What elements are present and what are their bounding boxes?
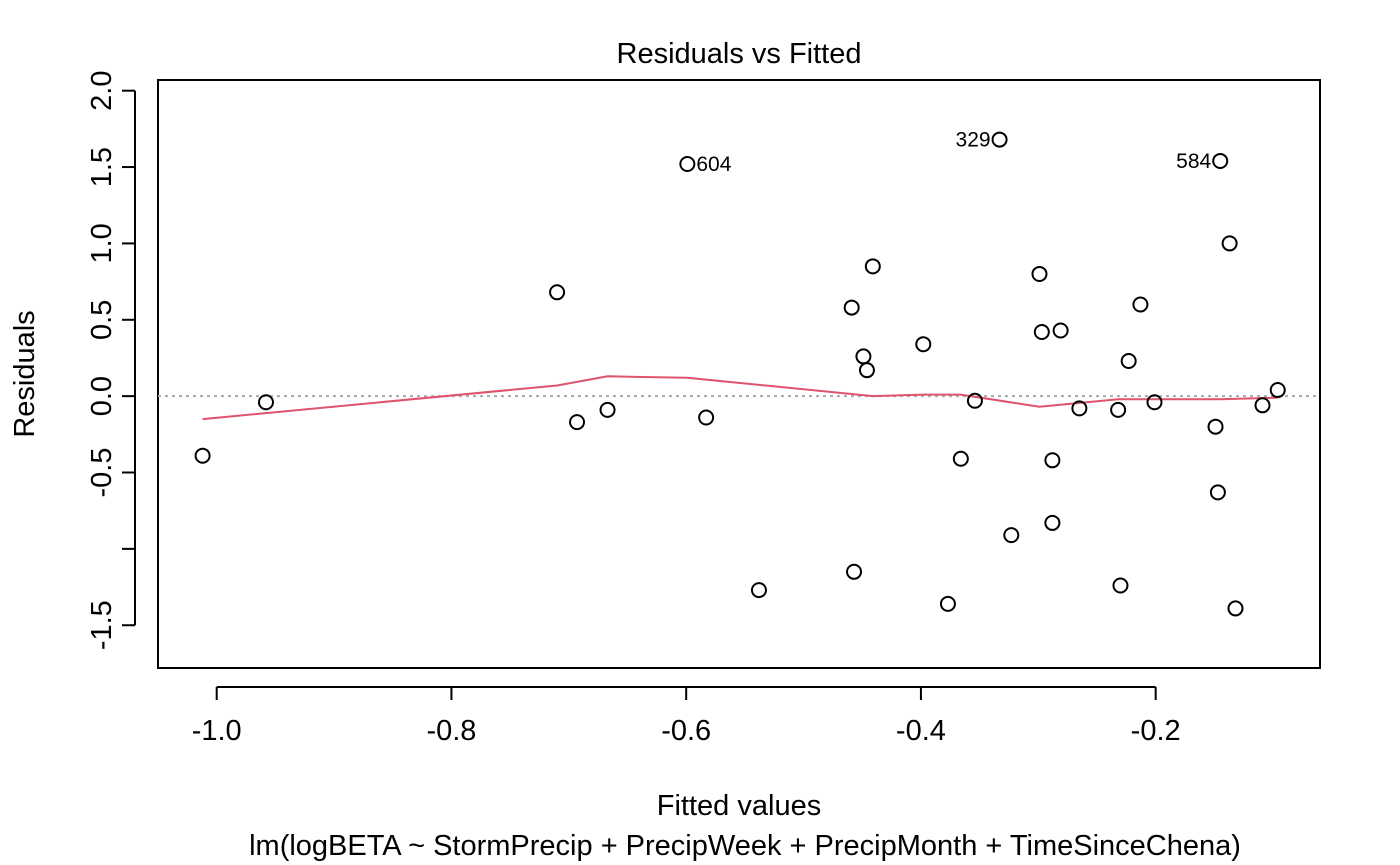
y-tick-label: 1.0 [86,223,118,263]
data-point [1110,401,1127,418]
x-tick-label: -0.4 [896,715,946,747]
data-point [855,348,872,365]
data-point [1269,382,1286,399]
y-tick-label: -1.5 [86,600,118,650]
data-point [1227,600,1244,617]
chart-subtitle: lm(logBETA ~ StormPrecip + PrecipWeek + … [249,830,1241,862]
y-tick-label: 1.5 [86,147,118,187]
data-point [864,258,881,275]
x-tick-label: -0.2 [1131,715,1181,747]
y-tick-label: 0.5 [86,300,118,340]
data-point [257,394,274,411]
data-point [846,563,863,580]
data-point [679,156,696,172]
data-point [194,447,211,464]
data-point [1033,324,1050,340]
data-point [1003,527,1020,544]
data-point [1044,514,1061,531]
data-point [1209,484,1226,501]
y-tick-label: 0.0 [86,376,118,416]
data-point [952,450,969,467]
data-point [991,131,1008,148]
data-point [569,414,586,431]
point-label: 584 [1176,150,1211,173]
x-axis: -1.0 -0.8 -0.6 -0.4 -0.2 [192,686,1181,747]
data-point [599,401,616,418]
data-point [1221,235,1238,252]
data-point [1207,418,1224,435]
data-point [1132,296,1149,313]
data-point [1112,577,1129,594]
point-labels-group: 604 329 584 [696,129,1211,176]
x-tick-label: -0.6 [661,715,711,747]
data-point [1120,353,1137,370]
data-point [966,392,983,409]
y-tick-label: -0.5 [86,448,118,498]
points-group [194,131,1286,617]
data-point [843,299,860,316]
point-label: 329 [956,129,991,152]
smoother-line [202,375,1278,421]
data-point [915,336,932,353]
data-point [1146,394,1163,411]
y-axis-label: Residuals [9,310,41,437]
data-point [1031,265,1048,282]
data-point [750,582,767,599]
plot-frame [157,79,1321,669]
data-point [698,409,715,426]
data-point [549,284,566,301]
data-point [1212,152,1229,169]
point-label: 604 [696,153,731,176]
data-point [1052,322,1069,339]
y-tick-label: 2.0 [86,71,118,111]
data-point [858,362,875,379]
x-tick-label: -0.8 [426,715,476,747]
x-axis-label: Fitted values [657,790,821,822]
smoother-group [202,375,1278,421]
y-axis: -1.5 -0.5 0.0 0.5 1.0 1.5 2.0 [86,71,136,650]
data-point [1071,400,1088,417]
chart-title: Residuals vs Fitted [617,38,862,70]
data-point [1044,452,1061,469]
data-point [939,595,956,612]
data-point [1254,397,1271,414]
x-tick-label: -1.0 [192,715,242,747]
